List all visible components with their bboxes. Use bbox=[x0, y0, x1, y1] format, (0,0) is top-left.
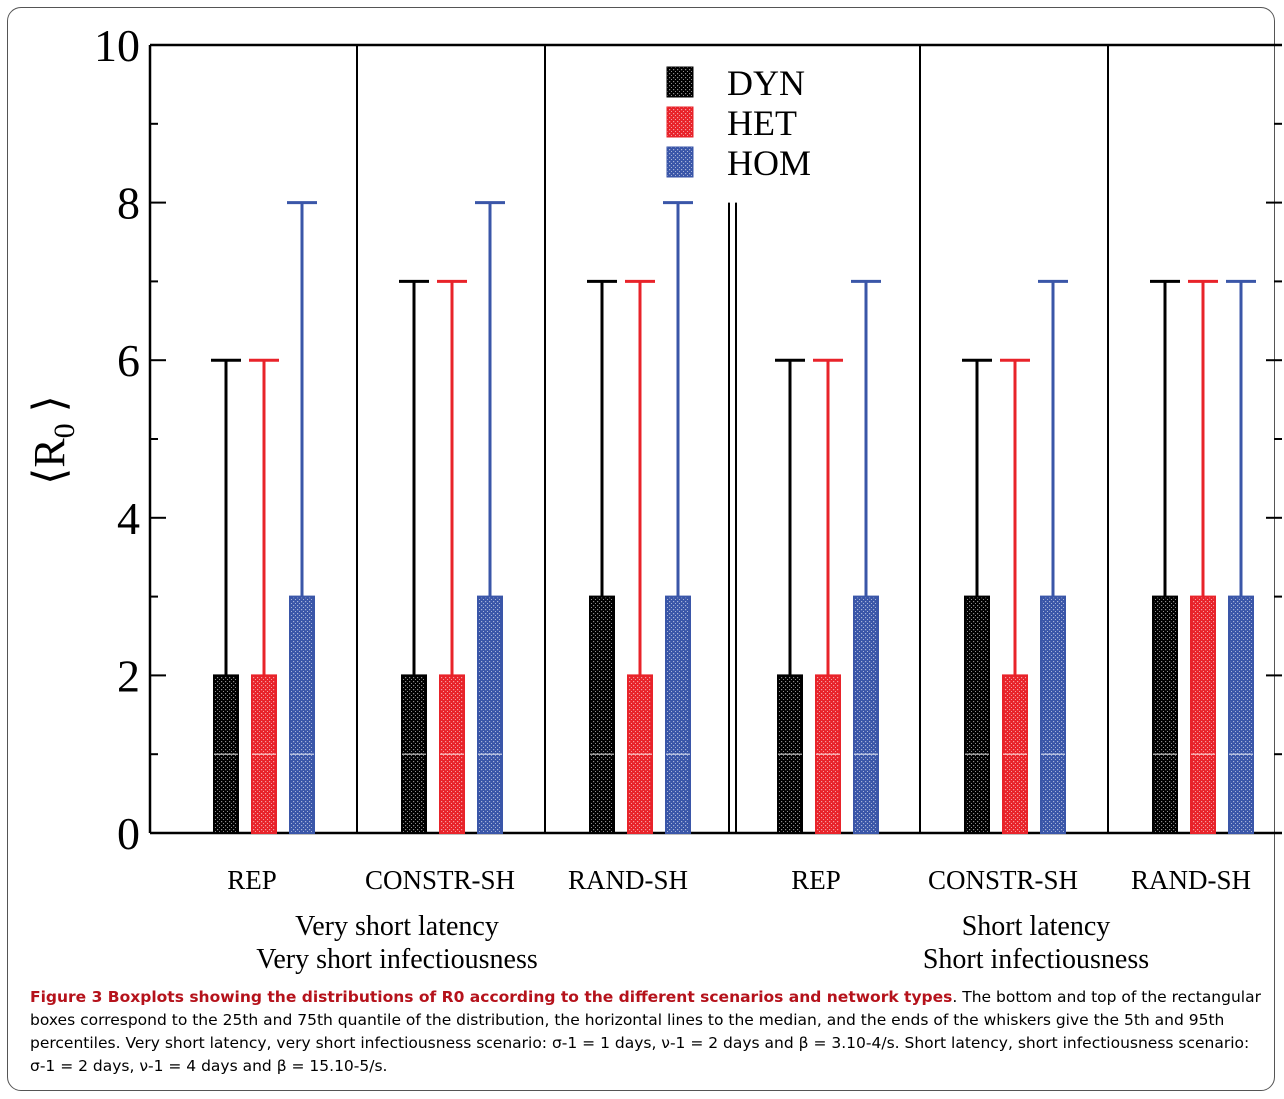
box-het bbox=[625, 279, 655, 835]
box-rect bbox=[289, 595, 315, 834]
y-tick-label: 2 bbox=[117, 650, 140, 701]
scenario-label-line1: Very short latency bbox=[295, 911, 499, 942]
box-rect bbox=[1152, 595, 1178, 834]
caption-text: . The bottom and top of the rectangular … bbox=[30, 988, 1261, 1075]
box-hom bbox=[287, 201, 317, 834]
caption-title: Figure 3 Boxplots showing the distributi… bbox=[30, 988, 953, 1006]
box-hom bbox=[1226, 279, 1256, 834]
category-label: RAND-SH bbox=[568, 865, 688, 895]
scenario-label-line1: Short latency bbox=[962, 911, 1111, 942]
box-dyn bbox=[587, 279, 617, 834]
box-het bbox=[1000, 358, 1030, 835]
category-label: REP bbox=[791, 865, 841, 895]
box-rect bbox=[589, 595, 615, 834]
scenario-label-line2: Short infectiousness bbox=[923, 944, 1149, 975]
box-rect bbox=[964, 595, 990, 834]
box-dyn bbox=[211, 358, 241, 835]
y-tick-label: 0 bbox=[117, 808, 140, 859]
box-dyn bbox=[1150, 279, 1180, 834]
y-tick-label: 8 bbox=[117, 178, 140, 229]
legend-swatch-hom bbox=[666, 146, 694, 178]
box-het bbox=[813, 358, 843, 835]
box-dyn bbox=[399, 279, 429, 835]
category-label: RAND-SH bbox=[1131, 865, 1251, 895]
box-hom bbox=[1038, 279, 1068, 834]
legend-label-dyn: DYN bbox=[727, 63, 805, 103]
y-tick-label: 4 bbox=[117, 493, 140, 544]
box-het bbox=[249, 358, 279, 835]
box-rect bbox=[477, 595, 503, 834]
y-axis-label: ⟨R0 ⟩ bbox=[25, 395, 81, 485]
box-het bbox=[437, 279, 467, 835]
figure-caption: Figure 3 Boxplots showing the distributi… bbox=[30, 986, 1270, 1078]
box-rect bbox=[1190, 595, 1216, 834]
box-hom bbox=[475, 201, 505, 834]
box-hom bbox=[663, 201, 693, 834]
legend-label-hom: HOM bbox=[727, 143, 811, 183]
category-label: CONSTR-SH bbox=[365, 865, 515, 895]
box-rect bbox=[1228, 595, 1254, 834]
box-rect bbox=[1040, 595, 1066, 834]
y-tick-label: 6 bbox=[117, 335, 140, 386]
legend-swatch-dyn bbox=[666, 66, 694, 98]
figure-frame bbox=[7, 7, 1275, 1091]
box-hom bbox=[851, 279, 881, 834]
legend-label-het: HET bbox=[727, 103, 797, 143]
y-tick-label: 10 bbox=[94, 20, 140, 71]
legend-swatch-het bbox=[666, 106, 694, 138]
box-dyn bbox=[962, 358, 992, 834]
box-rect bbox=[853, 595, 879, 834]
scenario-label-line2: Very short infectiousness bbox=[256, 944, 538, 975]
box-het bbox=[1188, 279, 1218, 834]
category-label: CONSTR-SH bbox=[928, 865, 1078, 895]
category-label: REP bbox=[227, 865, 277, 895]
box-rect bbox=[665, 595, 691, 834]
box-dyn bbox=[775, 358, 805, 835]
